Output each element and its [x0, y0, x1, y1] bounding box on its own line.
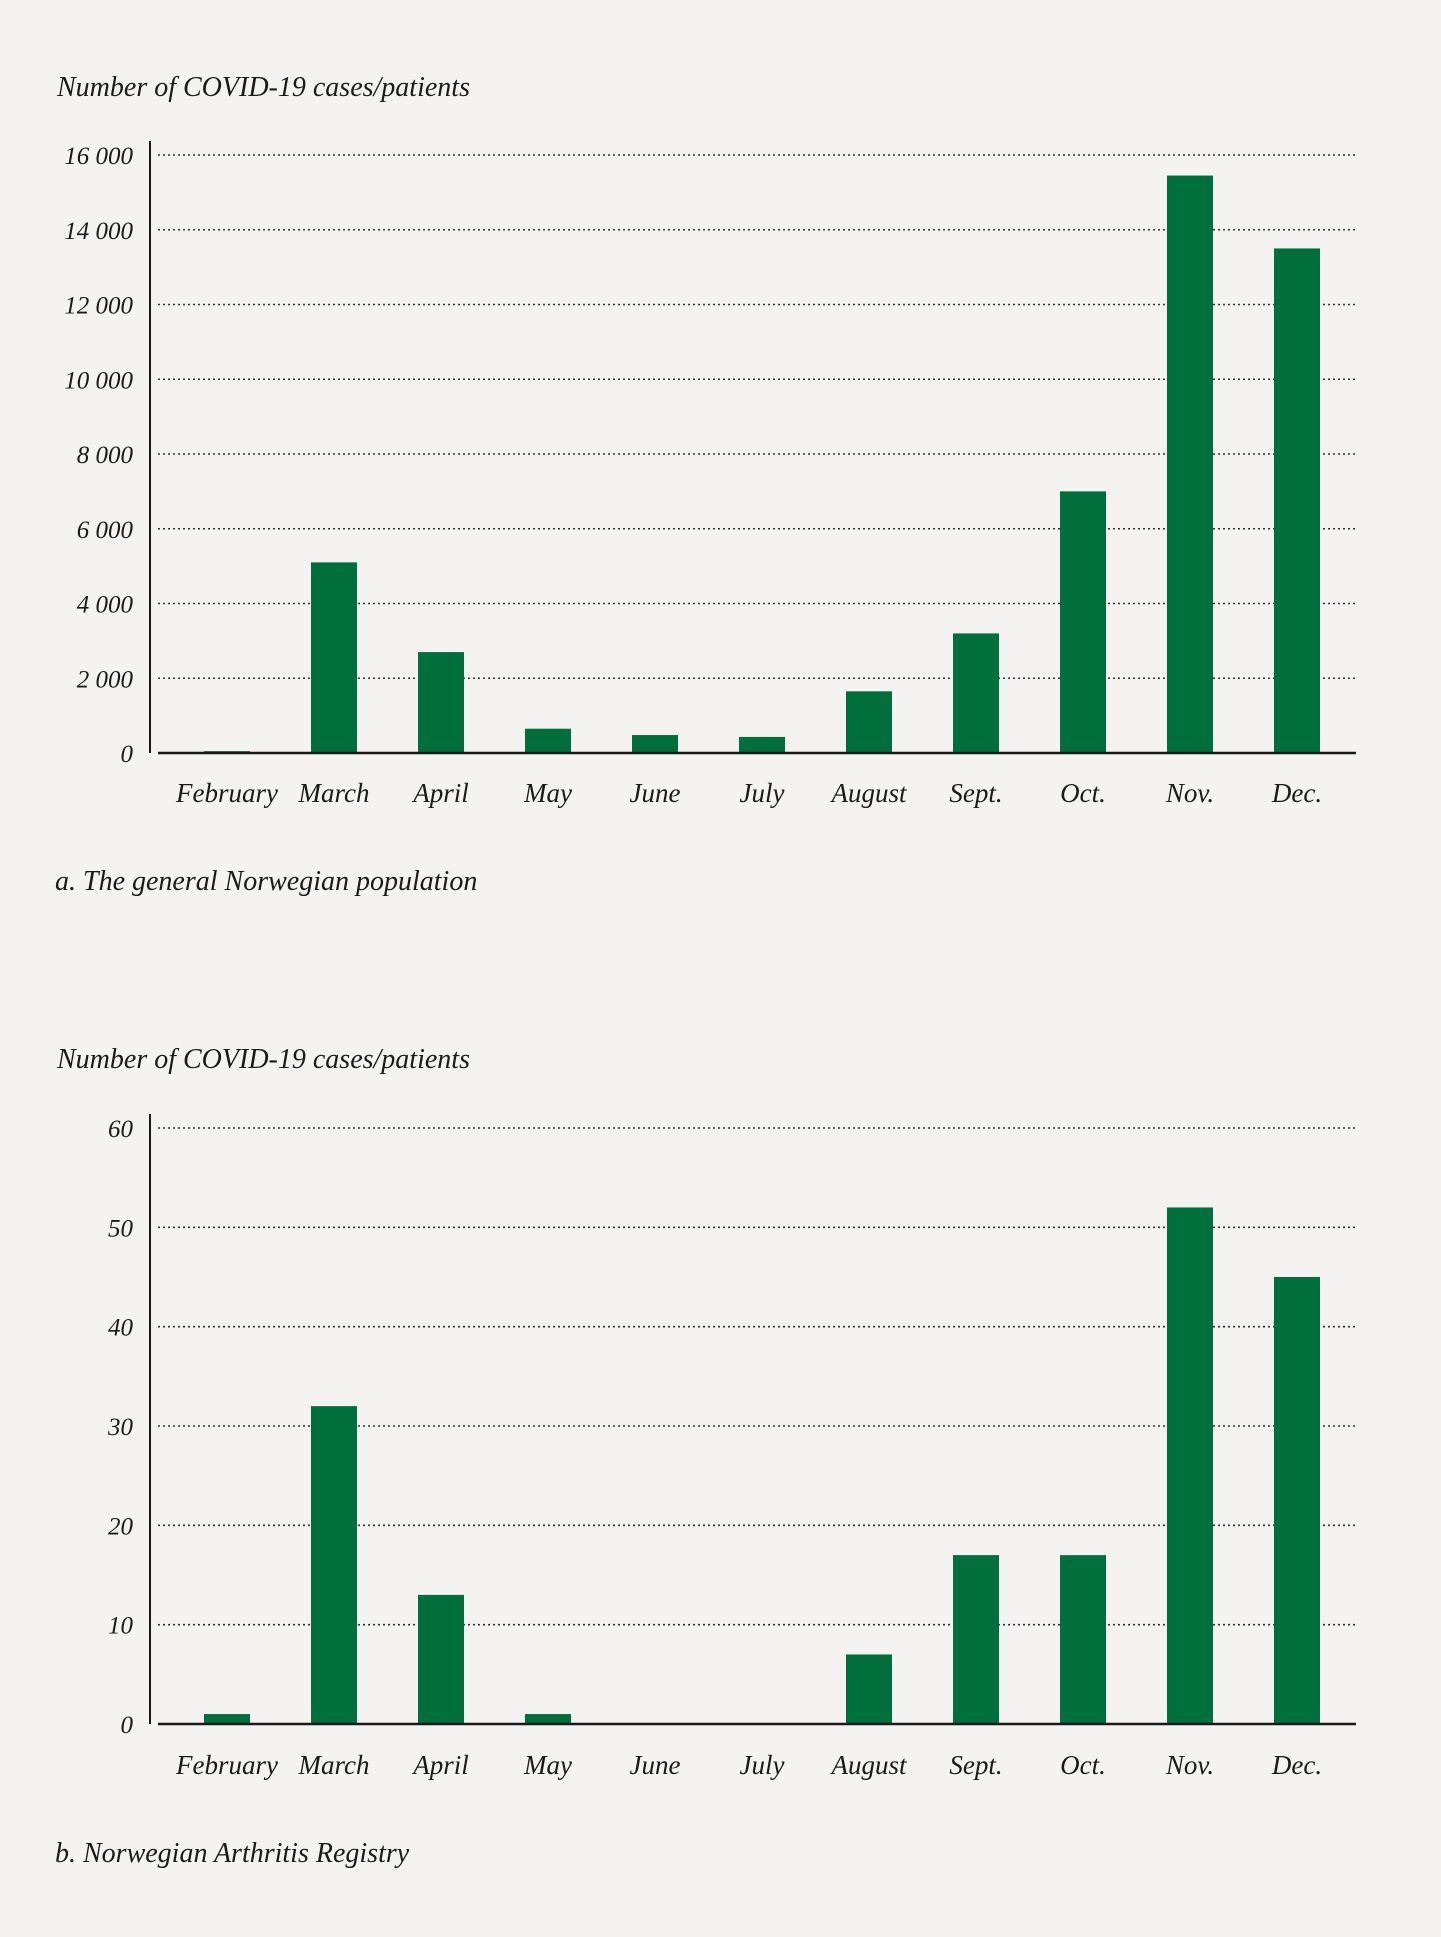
x-tick-label: April: [411, 1750, 469, 1780]
bar-nov: [1167, 1207, 1213, 1724]
y-tick-label: 40: [108, 1315, 134, 1342]
y-tick-label: 10 000: [64, 367, 133, 394]
y-tick-label: 10: [108, 1613, 134, 1640]
x-tick-label: July: [740, 1750, 785, 1780]
chart-b: 0 10 20 30 40 50 60 February March April May June Ju…: [107, 1114, 1356, 1780]
bar-april: [418, 652, 464, 753]
x-tick-label: May: [523, 1750, 572, 1780]
x-tick-label: August: [829, 1750, 908, 1780]
y-tick-label: 50: [108, 1215, 134, 1242]
chart-a-caption: a. The general Norwegian population: [55, 866, 478, 897]
bar-oct: [1060, 491, 1106, 753]
bar-dec: [1274, 248, 1320, 753]
y-tick-label: 20: [108, 1513, 134, 1540]
bar-april: [418, 1594, 464, 1724]
x-tick-label: May: [523, 778, 572, 808]
y-tick-label: 16 000: [64, 143, 133, 170]
y-tick-label: 8 000: [77, 442, 134, 469]
bar-february: [204, 1714, 250, 1724]
bar-june: [632, 735, 678, 753]
bar-march: [311, 562, 357, 753]
bar-july: [739, 736, 785, 753]
x-tick-label: February: [175, 778, 278, 808]
x-tick-label: Oct.: [1060, 1750, 1106, 1780]
x-tick-label: June: [630, 1750, 681, 1780]
x-tick-label: June: [630, 778, 681, 808]
y-tick-label: 30: [107, 1414, 134, 1441]
x-tick-label: Nov.: [1165, 778, 1214, 808]
bar-nov: [1167, 175, 1213, 753]
x-tick-label: Nov.: [1165, 1750, 1214, 1780]
x-tick-label: August: [829, 778, 908, 808]
x-tick-label: February: [175, 1750, 278, 1780]
bar-august: [846, 691, 892, 753]
x-tick-label: March: [298, 778, 370, 808]
x-tick-label: Oct.: [1060, 778, 1106, 808]
chart-a: 0 2 000 4 000 6 000 8 000 10 000 12 000 14 000 1…: [64, 141, 1356, 808]
y-tick-label: 0: [121, 741, 134, 768]
x-tick-label: Dec.: [1271, 1750, 1322, 1780]
y-tick-label: 12 000: [64, 293, 133, 320]
x-tick-label: April: [411, 778, 469, 808]
x-tick-label: Sept.: [949, 778, 1002, 808]
y-tick-label: 4 000: [77, 592, 134, 619]
y-tick-label: 14 000: [64, 218, 133, 245]
x-tick-label: Sept.: [949, 1750, 1002, 1780]
x-tick-label: March: [298, 1750, 370, 1780]
bar-dec: [1274, 1277, 1320, 1724]
y-tick-label: 60: [108, 1116, 134, 1143]
bar-sept: [953, 1555, 999, 1724]
x-tick-label: Dec.: [1271, 778, 1322, 808]
y-tick-label: 0: [121, 1712, 134, 1739]
x-tick-label: July: [740, 778, 785, 808]
bar-sept: [953, 633, 999, 753]
bar-oct: [1060, 1555, 1106, 1724]
chart-b-caption: b. Norwegian Arthritis Registry: [55, 1838, 410, 1869]
chart-b-y-title: Number of COVID-19 cases/patients: [57, 1044, 470, 1075]
y-tick-label: 2 000: [77, 666, 134, 693]
bar-march: [311, 1406, 357, 1724]
chart-a-y-title: Number of COVID-19 cases/patients: [57, 72, 470, 103]
bar-may: [525, 728, 571, 753]
y-tick-label: 6 000: [77, 517, 134, 544]
bar-august: [846, 1654, 892, 1724]
bar-may: [525, 1714, 571, 1724]
